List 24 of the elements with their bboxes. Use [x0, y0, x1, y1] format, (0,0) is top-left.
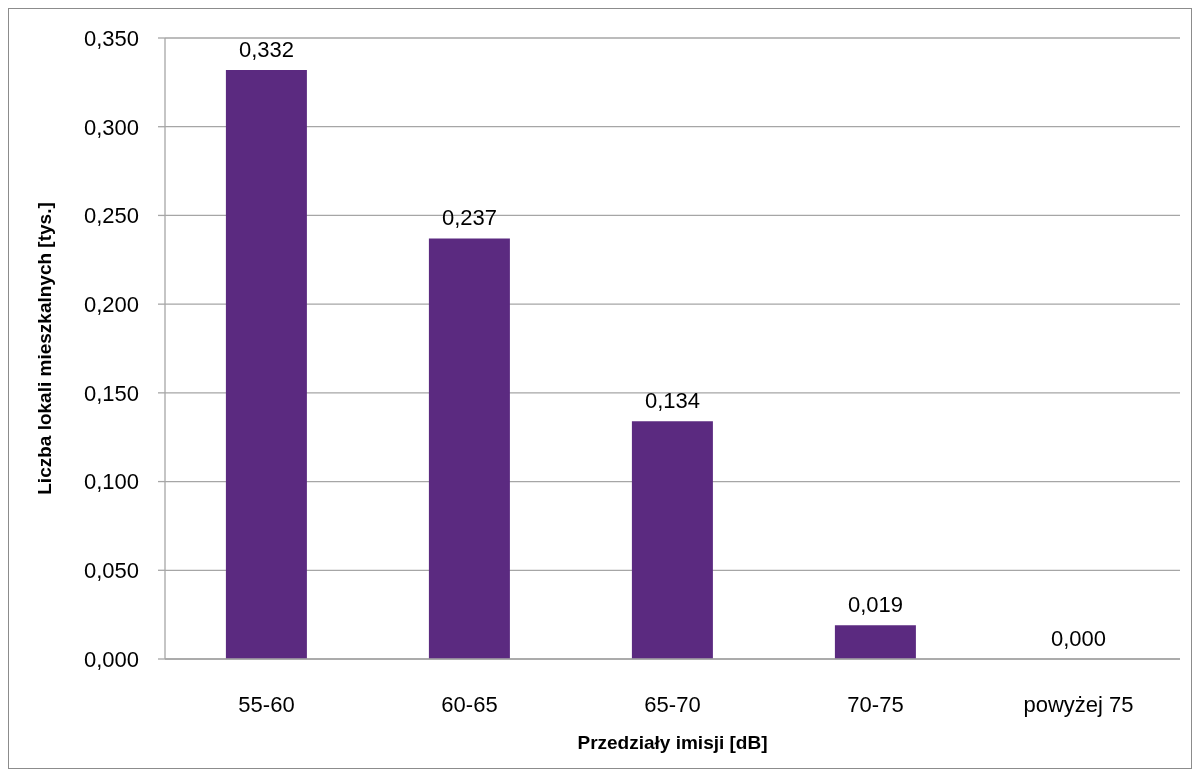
y-tick-label: 0,250	[83, 203, 139, 229]
x-tick-label: 60-65	[441, 691, 498, 717]
bar	[225, 69, 307, 659]
y-tick-label: 0,000	[83, 646, 139, 672]
y-tick-label: 0,350	[83, 25, 139, 51]
y-axis-title: Liczba lokali mieszkalnych [tys.]	[33, 202, 55, 495]
bar	[428, 238, 510, 659]
y-tick-label: 0,100	[83, 469, 139, 495]
x-tick-label: 70-75	[847, 691, 904, 717]
data-label: 0,237	[441, 205, 498, 231]
y-tick-label: 0,150	[83, 380, 139, 406]
x-tick-label: 65-70	[644, 691, 701, 717]
data-label: 0,134	[644, 388, 701, 414]
bar	[834, 625, 916, 659]
y-tick-label: 0,050	[83, 558, 139, 584]
data-label: 0,019	[847, 592, 904, 618]
x-tick-label: powyżej 75	[1023, 691, 1134, 717]
x-tick-label: 55-60	[238, 691, 295, 717]
bar	[631, 421, 713, 659]
y-tick-label: 0,200	[83, 291, 139, 317]
data-label: 0,000	[1050, 626, 1107, 651]
y-tick-label: 0,300	[83, 114, 139, 140]
x-axis-title: Przedziały imisji [dB]	[577, 731, 768, 753]
data-label: 0,332	[238, 36, 295, 62]
